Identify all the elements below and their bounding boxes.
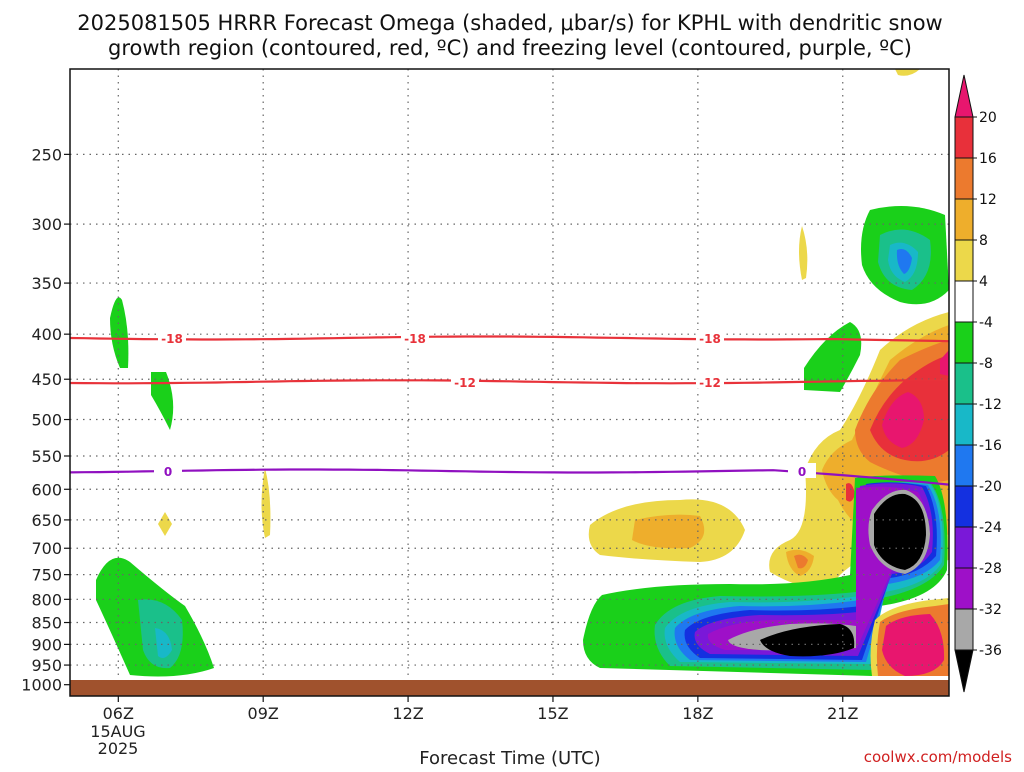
contour-line xyxy=(69,379,949,385)
colorbar-segment xyxy=(954,485,974,528)
omega-bottom-pink xyxy=(882,614,945,676)
omega-speck-top xyxy=(895,69,920,76)
omega-warm-620 xyxy=(846,483,855,502)
contour-label: 0 xyxy=(164,465,172,479)
colorbar-segment xyxy=(954,116,974,159)
contour-line xyxy=(69,335,950,343)
omega-blob-680-core xyxy=(632,514,705,549)
credit-link[interactable]: coolwx.com/models xyxy=(864,748,1012,766)
colorbar-segment xyxy=(954,157,974,200)
contour-label: 0 xyxy=(798,465,806,479)
y-tick-label: 600 xyxy=(31,480,62,499)
contour-label-bg xyxy=(696,373,724,389)
colorbar-segment xyxy=(954,362,974,405)
y-tick-label: 300 xyxy=(31,215,62,234)
contour-label-bg xyxy=(451,373,479,389)
x-year-label: 2025 xyxy=(98,739,139,758)
colorbar-label: -28 xyxy=(979,561,1002,577)
y-axis: 250 300 350 400 450 500 550 600 650 700 750 800 850 9… xyxy=(21,145,70,695)
colorbar-segment xyxy=(954,567,974,610)
omega-field xyxy=(96,69,949,677)
colorbar-label: -8 xyxy=(979,356,993,372)
omega-blob-left-670 xyxy=(158,512,172,536)
colorbar-segment xyxy=(954,280,974,323)
contour-label-bg xyxy=(696,329,724,345)
colorbar-bottom-arrow xyxy=(954,649,974,693)
x-axis-label: Forecast Time (UTC) xyxy=(419,748,600,768)
colorbar-label: -16 xyxy=(979,438,1002,454)
colorbar-top-arrow xyxy=(954,74,974,118)
y-tick-label: 450 xyxy=(31,370,62,389)
colorbar-label: -24 xyxy=(979,520,1002,536)
omega-warm-760-core xyxy=(794,554,808,569)
colorbar-label: -20 xyxy=(979,479,1002,495)
x-tick-label: 12Z xyxy=(392,704,423,723)
contour-label-bg xyxy=(154,462,182,478)
contour-label-bg xyxy=(788,462,816,478)
y-tick-label: 950 xyxy=(31,656,62,675)
x-tick-label: 06Z xyxy=(103,704,134,723)
contours: -18 -18 -18 -12 -12 0 0 xyxy=(69,329,950,486)
y-tick-label: 550 xyxy=(31,447,62,466)
contour-label-bg xyxy=(401,329,429,345)
colorbar-segment xyxy=(954,403,974,446)
colorbar-label: -36 xyxy=(979,643,1002,659)
contour-label: -18 xyxy=(699,332,721,346)
colorbar: 20 16 12 8 4 -4 -8 -12 -16 -20 -24 -28 -32 -36 xyxy=(954,74,1002,693)
chart-title-line2: growth region (contoured, red, ºC) and f… xyxy=(108,36,912,60)
y-tick-label: 900 xyxy=(31,635,62,654)
y-tick-label: 650 xyxy=(31,511,62,530)
colorbar-label: -4 xyxy=(979,315,993,331)
x-tick-label: 18Z xyxy=(682,704,713,723)
omega-blob-left-400 xyxy=(110,297,129,368)
y-tick-label: 250 xyxy=(31,145,62,164)
y-tick-label: 700 xyxy=(31,539,62,558)
y-tick-label: 1000 xyxy=(21,676,62,695)
colorbar-segment xyxy=(954,239,974,282)
omega-blob-left-930 xyxy=(155,628,172,658)
y-tick-label: 400 xyxy=(31,325,62,344)
omega-streak-340 xyxy=(799,226,808,280)
omega-upper-blue xyxy=(896,249,912,274)
contour-label: -12 xyxy=(454,376,476,390)
colorbar-label: 20 xyxy=(979,110,997,126)
omega-blob-left-480 xyxy=(151,372,174,430)
colorbar-segment xyxy=(954,526,974,569)
y-tick-label: 500 xyxy=(31,411,62,430)
chart-title-line1: 2025081505 HRRR Forecast Omega (shaded, … xyxy=(77,11,942,35)
colorbar-label: -12 xyxy=(979,397,1002,413)
colorbar-label: 12 xyxy=(979,192,997,208)
y-tick-label: 850 xyxy=(31,614,62,633)
contour-label: -12 xyxy=(699,376,721,390)
contour-label: -18 xyxy=(161,332,183,346)
x-tick-label: 21Z xyxy=(827,704,858,723)
colorbar-label: 8 xyxy=(979,233,988,249)
x-tick-label: 15Z xyxy=(537,704,568,723)
omega-warm-edge xyxy=(940,350,949,376)
y-tick-label: 800 xyxy=(31,590,62,609)
omega-right-black xyxy=(874,493,926,570)
y-tick-label: 750 xyxy=(31,566,62,585)
plot-border xyxy=(69,68,950,697)
colorbar-segment xyxy=(954,608,974,651)
x-axis: 06Z 09Z 12Z 15Z 18Z 21Z xyxy=(103,696,858,723)
x-tick-label: 09Z xyxy=(248,704,279,723)
terrain-band xyxy=(70,680,949,696)
omega-low-black xyxy=(760,624,855,657)
colorbar-segment xyxy=(954,321,974,364)
contour-label-bg xyxy=(158,329,186,345)
colorbar-segment xyxy=(954,198,974,241)
colorbar-label: 4 xyxy=(979,274,988,290)
y-tick-label: 350 xyxy=(31,274,62,293)
colorbar-label: -32 xyxy=(979,602,1002,618)
colorbar-segment xyxy=(954,444,974,487)
x-date-label: 15AUG xyxy=(90,722,145,741)
contour-label: -18 xyxy=(404,332,426,346)
colorbar-label: 16 xyxy=(979,151,997,167)
